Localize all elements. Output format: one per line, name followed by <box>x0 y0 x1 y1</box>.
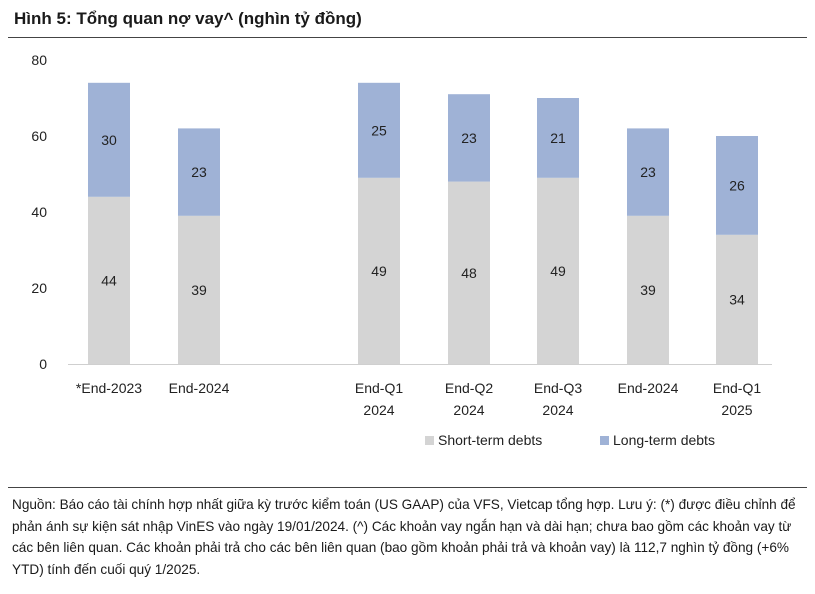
data-label-long-term: 23 <box>640 164 656 180</box>
legend-swatch <box>425 436 434 445</box>
data-labels-group: 44 30 39 23 49 25 48 23 49 21 39 23 34 26 <box>101 122 745 307</box>
source-divider <box>8 487 807 488</box>
data-label-long-term: 26 <box>729 177 745 193</box>
bar-long-term <box>448 94 490 182</box>
y-tick-label: 20 <box>31 280 47 296</box>
x-tick-label: End-Q1 <box>355 380 403 396</box>
x-tick-label: 2024 <box>542 402 573 418</box>
title-divider <box>8 37 807 38</box>
data-label-short-term: 49 <box>550 263 566 279</box>
source-note: Nguồn: Báo cáo tài chính hợp nhất giữa k… <box>12 497 796 577</box>
bar-long-term <box>716 136 758 235</box>
data-label-short-term: 49 <box>371 263 387 279</box>
stacked-bar-chart: 0 20 40 60 80 44 30 39 23 49 25 48 23 49 21 39 23 34 26 *… <box>31 52 772 448</box>
data-label-short-term: 34 <box>729 291 745 307</box>
data-label-long-term: 21 <box>550 130 566 146</box>
x-tick-label: End-Q1 <box>713 380 761 396</box>
bar-short-term <box>88 196 130 364</box>
x-tick-labels-group: *End-2023 End-2024 End-Q1 2024 End-Q2 2024 End… <box>76 380 761 418</box>
x-tick-label: *End-2023 <box>76 380 142 396</box>
data-label-short-term: 44 <box>101 272 117 288</box>
bar-short-term <box>627 215 669 364</box>
bar-long-term <box>358 82 400 178</box>
y-tick-label: 60 <box>31 128 47 144</box>
y-tick-label: 80 <box>31 52 47 68</box>
data-label-short-term: 48 <box>461 265 477 281</box>
x-tick-label: End-2024 <box>618 380 679 396</box>
legend-swatch <box>600 436 609 445</box>
x-tick-label: 2025 <box>721 402 752 418</box>
x-tick-label: 2024 <box>363 402 394 418</box>
bar-long-term <box>88 82 130 197</box>
bars-group <box>88 82 758 364</box>
x-tick-label: End-Q2 <box>445 380 493 396</box>
bar-short-term <box>178 215 220 364</box>
x-tick-label: End-2024 <box>169 380 230 396</box>
x-tick-label: 2024 <box>453 402 484 418</box>
bar-short-term <box>358 177 400 364</box>
chart-title: Hình 5: Tổng quan nợ vay^ (nghìn tỷ đồng… <box>14 9 362 28</box>
legend: Short-term debts Long-term debts <box>425 432 715 448</box>
legend-label: Long-term debts <box>613 432 715 448</box>
bar-long-term <box>627 128 669 216</box>
data-label-long-term: 23 <box>191 164 207 180</box>
bar-long-term <box>537 98 579 178</box>
x-tick-label: End-Q3 <box>534 380 582 396</box>
data-label-short-term: 39 <box>191 282 207 298</box>
data-label-long-term: 30 <box>101 132 117 148</box>
y-tick-label: 40 <box>31 204 47 220</box>
bar-short-term <box>716 234 758 364</box>
bar-short-term <box>448 181 490 364</box>
y-tick-label: 0 <box>39 356 47 372</box>
data-label-short-term: 39 <box>640 282 656 298</box>
bar-long-term <box>178 128 220 216</box>
axis-group: 0 20 40 60 80 <box>31 52 772 372</box>
legend-label: Short-term debts <box>438 432 542 448</box>
data-label-long-term: 25 <box>371 122 387 138</box>
bar-short-term <box>537 177 579 364</box>
data-label-long-term: 23 <box>461 130 477 146</box>
